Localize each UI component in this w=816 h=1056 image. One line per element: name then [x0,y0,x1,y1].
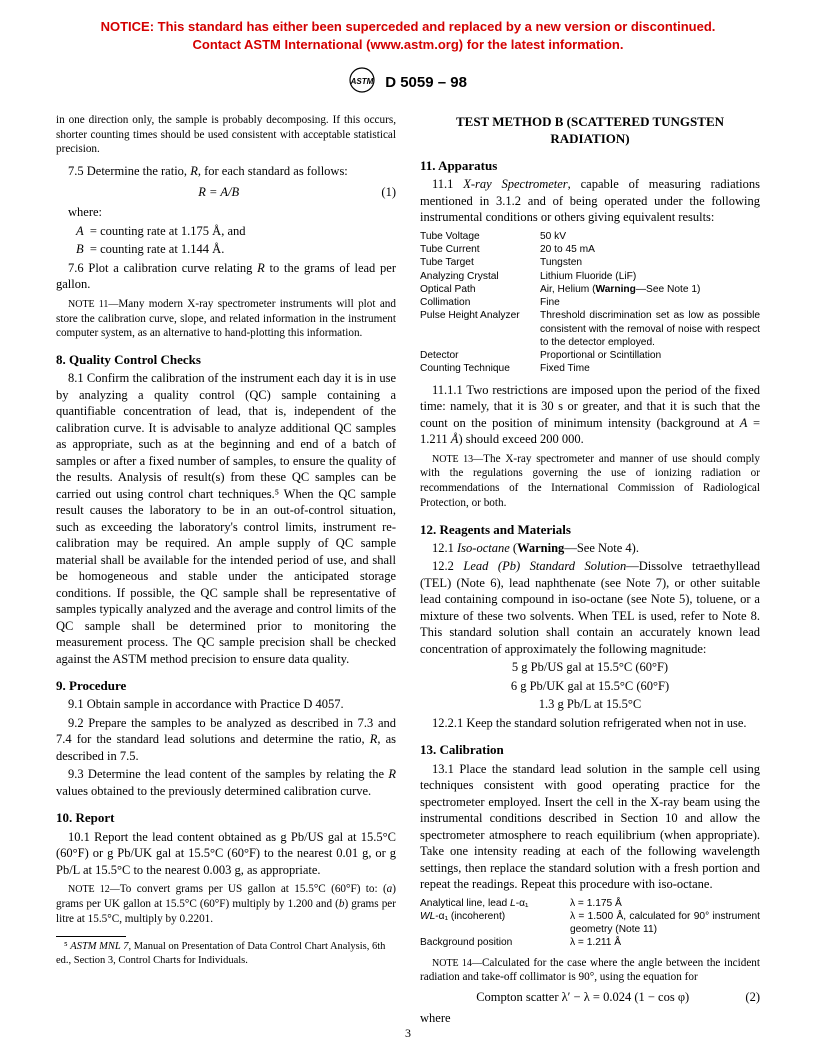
where-2: where [420,1010,760,1027]
note-12: NOTE 12—To convert grams per US gallon a… [56,882,396,926]
s10-1: 10.1 Report the lead content obtained as… [56,829,396,879]
body-columns: in one direction only, the sample is pro… [56,113,760,1028]
footnote-rule [56,936,126,937]
document-header: ASTM D 5059 – 98 [56,67,760,99]
s13-1: 13.1 Place the standard lead solution in… [420,761,760,893]
s12-title: 12. Reagents and Materials [420,521,760,538]
s7-6: 7.6 Plot a calibration curve relating R … [56,260,396,293]
s9-2: 9.2 Prepare the samples to be analyzed a… [56,715,396,765]
s7-5: 7.5 Determine the ratio, R, for each sta… [56,163,396,180]
s12-1: 12.1 Iso-octane (Warning—See Note 4). [420,540,760,557]
a-def: A = counting rate at 1.175 Å, and [76,223,396,240]
footnote-5: ⁵ ASTM MNL 7, Manual on Presentation of … [56,940,396,968]
conc-1: 5 g Pb/US gal at 15.5°C (60°F) [420,659,760,676]
page-container: NOTICE: This standard has either been su… [0,0,816,1056]
wavelength-table: Analytical line, lead L-α₁λ = 1.175 Å WL… [420,897,760,950]
s10-title: 10. Report [56,809,396,826]
equation-1: R = A/B (1) [56,184,396,201]
s11-1-1: 11.1.1 Two restrictions are imposed upon… [420,382,760,448]
notice-line-1: NOTICE: This standard has either been su… [101,19,716,34]
s9-title: 9. Procedure [56,677,396,694]
s11-title: 11. Apparatus [420,157,760,174]
s9-1: 9.1 Obtain sample in accordance with Pra… [56,696,396,713]
notice-line-2: Contact ASTM International (www.astm.org… [193,37,624,52]
svg-text:ASTM: ASTM [350,77,374,86]
param-value: 50 kV [540,230,760,243]
s8-1: 8.1 Confirm the calibration of the instr… [56,370,396,667]
conc-2: 6 g Pb/UK gal at 15.5°C (60°F) [420,678,760,695]
astm-logo-icon: ASTM [349,67,375,99]
notice-banner: NOTICE: This standard has either been su… [56,18,760,53]
footnote-block: ⁵ ASTM MNL 7, Manual on Presentation of … [56,936,396,968]
where-label: where: [56,204,396,221]
s8-title: 8. Quality Control Checks [56,351,396,368]
note-14: NOTE 14—Calculated for the case where th… [420,956,760,986]
param-label: Tube Voltage [420,230,540,243]
s12-2: 12.2 Lead (Pb) Standard Solution—Dissolv… [420,558,760,657]
equation-2: Compton scatter λ′ − λ = 0.024 (1 − cos … [420,989,760,1006]
s12-2-1: 12.2.1 Keep the standard solution refrig… [420,715,760,732]
page-number: 3 [0,1026,816,1042]
s11-1: 11.1 X-ray Spectrometer, capable of meas… [420,176,760,226]
b-def: B = counting rate at 1.144 Å. [76,241,396,258]
designation-text: D 5059 – 98 [385,74,467,91]
method-b-title: TEST METHOD B (SCATTERED TUNGSTEN RADIAT… [420,113,760,147]
s13-title: 13. Calibration [420,741,760,758]
intro-text: in one direction only, the sample is pro… [56,113,396,157]
note-11: NOTE 11—Many modern X-ray spectrometer i… [56,297,396,341]
s9-3: 9.3 Determine the lead content of the sa… [56,766,396,799]
instrument-params-table: Tube Voltage50 kV Tube Current20 to 45 m… [420,230,760,376]
conc-3: 1.3 g Pb/L at 15.5°C [420,696,760,713]
note-13: NOTE 13—The X-ray spectrometer and manne… [420,452,760,511]
